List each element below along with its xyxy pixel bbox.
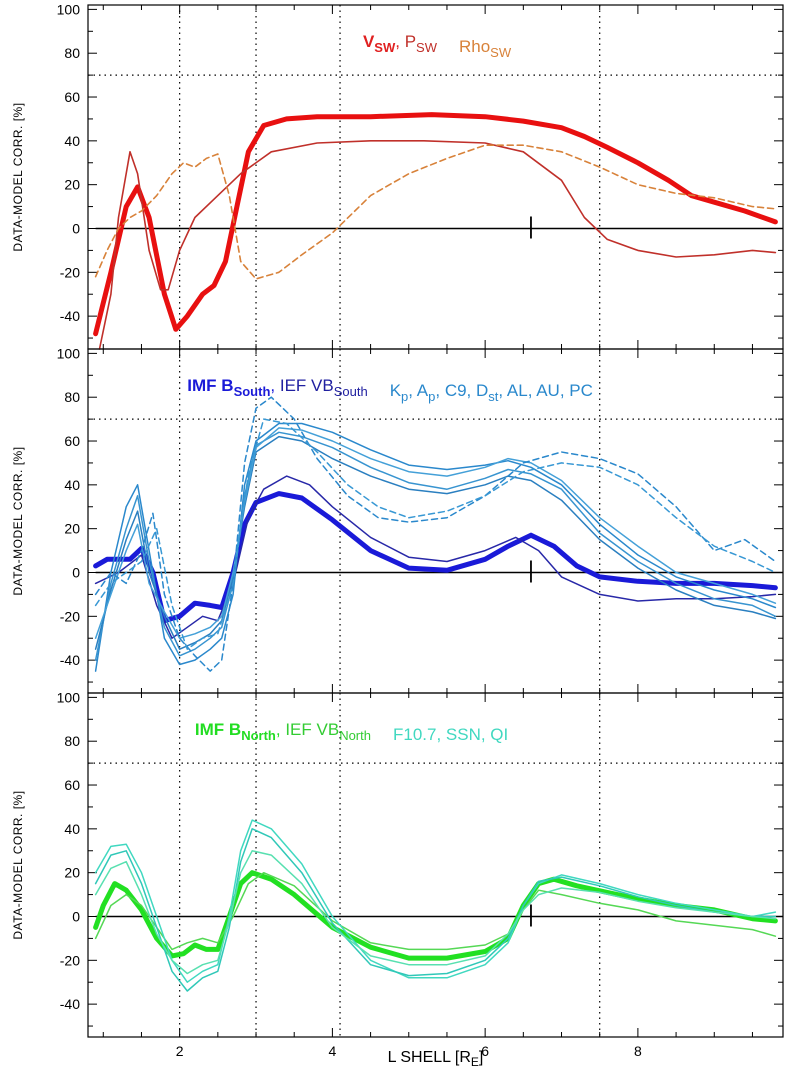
legend: IMF BNorth, IEF VBNorth F10.7, SSN, QI [195, 720, 508, 744]
legend: VSW, PSW RhoSW [363, 32, 512, 60]
legend-subscript: st [488, 389, 499, 404]
y-tick-label: 40 [64, 821, 80, 837]
y-tick-label: 80 [64, 389, 80, 405]
series-line-6 [94, 396, 777, 672]
y-tick-label: 0 [72, 220, 80, 236]
y-tick-label: 20 [64, 521, 80, 537]
legend-subscript: SW [416, 40, 438, 55]
legend-subscript: South [334, 384, 368, 399]
x-tick-label: 4 [328, 1043, 336, 1059]
x-axis-label-sub: E [471, 1055, 479, 1069]
legend-item: V [363, 32, 375, 51]
series-line-2 [94, 819, 777, 983]
legend-separator: , [408, 381, 417, 400]
y-tick-label: 20 [64, 177, 80, 193]
legend-item: IMF B [195, 720, 241, 739]
legend-item: Rho [459, 37, 490, 56]
y-tick-label: -20 [60, 264, 80, 280]
x-axis-label-end: ] [479, 1049, 483, 1066]
y-tick-label: 80 [64, 45, 80, 61]
series-line-1 [94, 871, 777, 951]
series-line-3 [94, 431, 777, 661]
x-tick-label: 6 [481, 1043, 489, 1059]
y-tick-label: -20 [60, 952, 80, 968]
y-tick-label: 60 [64, 433, 80, 449]
y-tick-label: -40 [60, 652, 80, 668]
y-tick-label: 0 [72, 564, 80, 580]
legend-subscript: p [428, 389, 435, 404]
plot-frame [87, 348, 784, 694]
x-tick-label: 8 [634, 1043, 642, 1059]
y-tick-label: 60 [64, 89, 80, 105]
legend-item: F10.7, SSN, QI [393, 725, 508, 744]
series-line-2 [94, 144, 777, 280]
legend-separator: , [395, 32, 404, 51]
y-tick-label: 80 [64, 733, 80, 749]
legend: IMF BSouth, IEF VBSouth Kp, Ap, C9, Dst, … [187, 376, 593, 404]
y-axis-label: DATA-MODEL CORR. [%] [11, 102, 25, 251]
legend-item: P [405, 32, 416, 51]
y-tick-label: -40 [60, 308, 80, 324]
series-line-3 [94, 828, 777, 992]
legend-subscript: North [339, 728, 371, 743]
y-tick-label: 100 [57, 345, 81, 361]
x-axis-label: L SHELL [RE] [388, 1049, 484, 1069]
legend-item: IMF B [187, 376, 233, 395]
legend-item: IEF VB [280, 376, 334, 395]
legend-separator: , [435, 381, 444, 400]
legend-item: IEF VB [285, 720, 339, 739]
y-tick-label: 40 [64, 477, 80, 493]
legend-separator: , AL, AU, PC [498, 381, 593, 400]
legend-item: C9, D [445, 381, 488, 400]
legend-separator: , [270, 376, 279, 395]
panel-north-solar: -40 -20 0 20 40 60 80 100 DATA-MODEL CORR. [%] IM… [11, 689, 784, 1069]
y-tick-label: 100 [57, 1, 81, 17]
series-line-5 [94, 427, 777, 639]
plot-frame [87, 4, 784, 350]
legend-item: K [390, 381, 402, 400]
y-tick-label: 40 [64, 133, 80, 149]
series-line-0 [93, 112, 778, 337]
y-tick-label: -40 [60, 996, 80, 1012]
panel-south-indices: -40 -20 0 20 40 60 80 100 DATA-MODEL CORR. [%] IM… [11, 345, 784, 694]
series-line-0 [93, 870, 778, 961]
legend-subscript: SW [374, 40, 396, 55]
legend-item: A [417, 381, 429, 400]
y-tick-label: -20 [60, 608, 80, 624]
y-tick-label: 0 [72, 908, 80, 924]
series-line-4 [94, 850, 777, 975]
series-line-1 [94, 475, 777, 639]
y-tick-label: 20 [64, 865, 80, 881]
series-line-7 [94, 418, 777, 650]
legend-subscript: SW [490, 45, 512, 60]
series-line-0 [93, 491, 778, 624]
series-line-2 [94, 422, 777, 672]
y-tick-label: 100 [57, 689, 81, 705]
x-axis-label-text: L SHELL [R [388, 1049, 471, 1066]
y-axis-label: DATA-MODEL CORR. [%] [11, 790, 25, 939]
x-tick-label: 2 [176, 1043, 184, 1059]
legend-separator: , [276, 720, 285, 739]
legend-subscript: North [241, 728, 276, 743]
series-line-1 [98, 140, 777, 350]
legend-subscript: South [234, 384, 271, 399]
legend-subscript: p [401, 389, 408, 404]
plot-frame [87, 692, 784, 1038]
y-tick-label: 60 [64, 777, 80, 793]
y-axis-label: DATA-MODEL CORR. [%] [11, 446, 25, 595]
